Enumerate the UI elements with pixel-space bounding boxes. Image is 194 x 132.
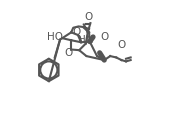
Text: HN: HN <box>78 35 94 45</box>
Text: O: O <box>84 11 93 22</box>
Text: O: O <box>64 48 73 58</box>
Text: O: O <box>72 27 81 37</box>
Text: HO: HO <box>47 32 63 42</box>
Text: O: O <box>100 32 108 42</box>
Text: O: O <box>117 40 126 50</box>
